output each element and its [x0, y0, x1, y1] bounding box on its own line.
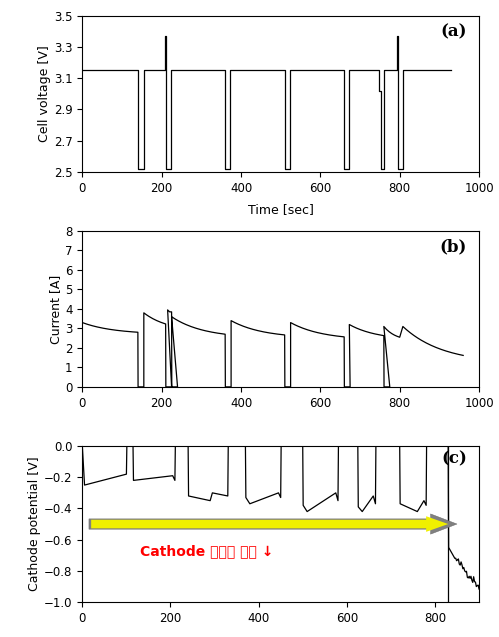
FancyArrow shape [91, 516, 448, 532]
Y-axis label: Cell voltage [V]: Cell voltage [V] [38, 45, 51, 142]
FancyArrow shape [89, 514, 457, 534]
Text: (b): (b) [440, 239, 467, 256]
Text: (c): (c) [441, 451, 467, 468]
Y-axis label: Current [A]: Current [A] [49, 275, 62, 343]
Text: (a): (a) [441, 24, 467, 41]
Y-axis label: Cathode potential [V]: Cathode potential [V] [28, 457, 41, 591]
Text: Cathode 잠기는 높이 ↓: Cathode 잠기는 높이 ↓ [140, 544, 273, 558]
X-axis label: Time [sec]: Time [sec] [248, 203, 314, 216]
